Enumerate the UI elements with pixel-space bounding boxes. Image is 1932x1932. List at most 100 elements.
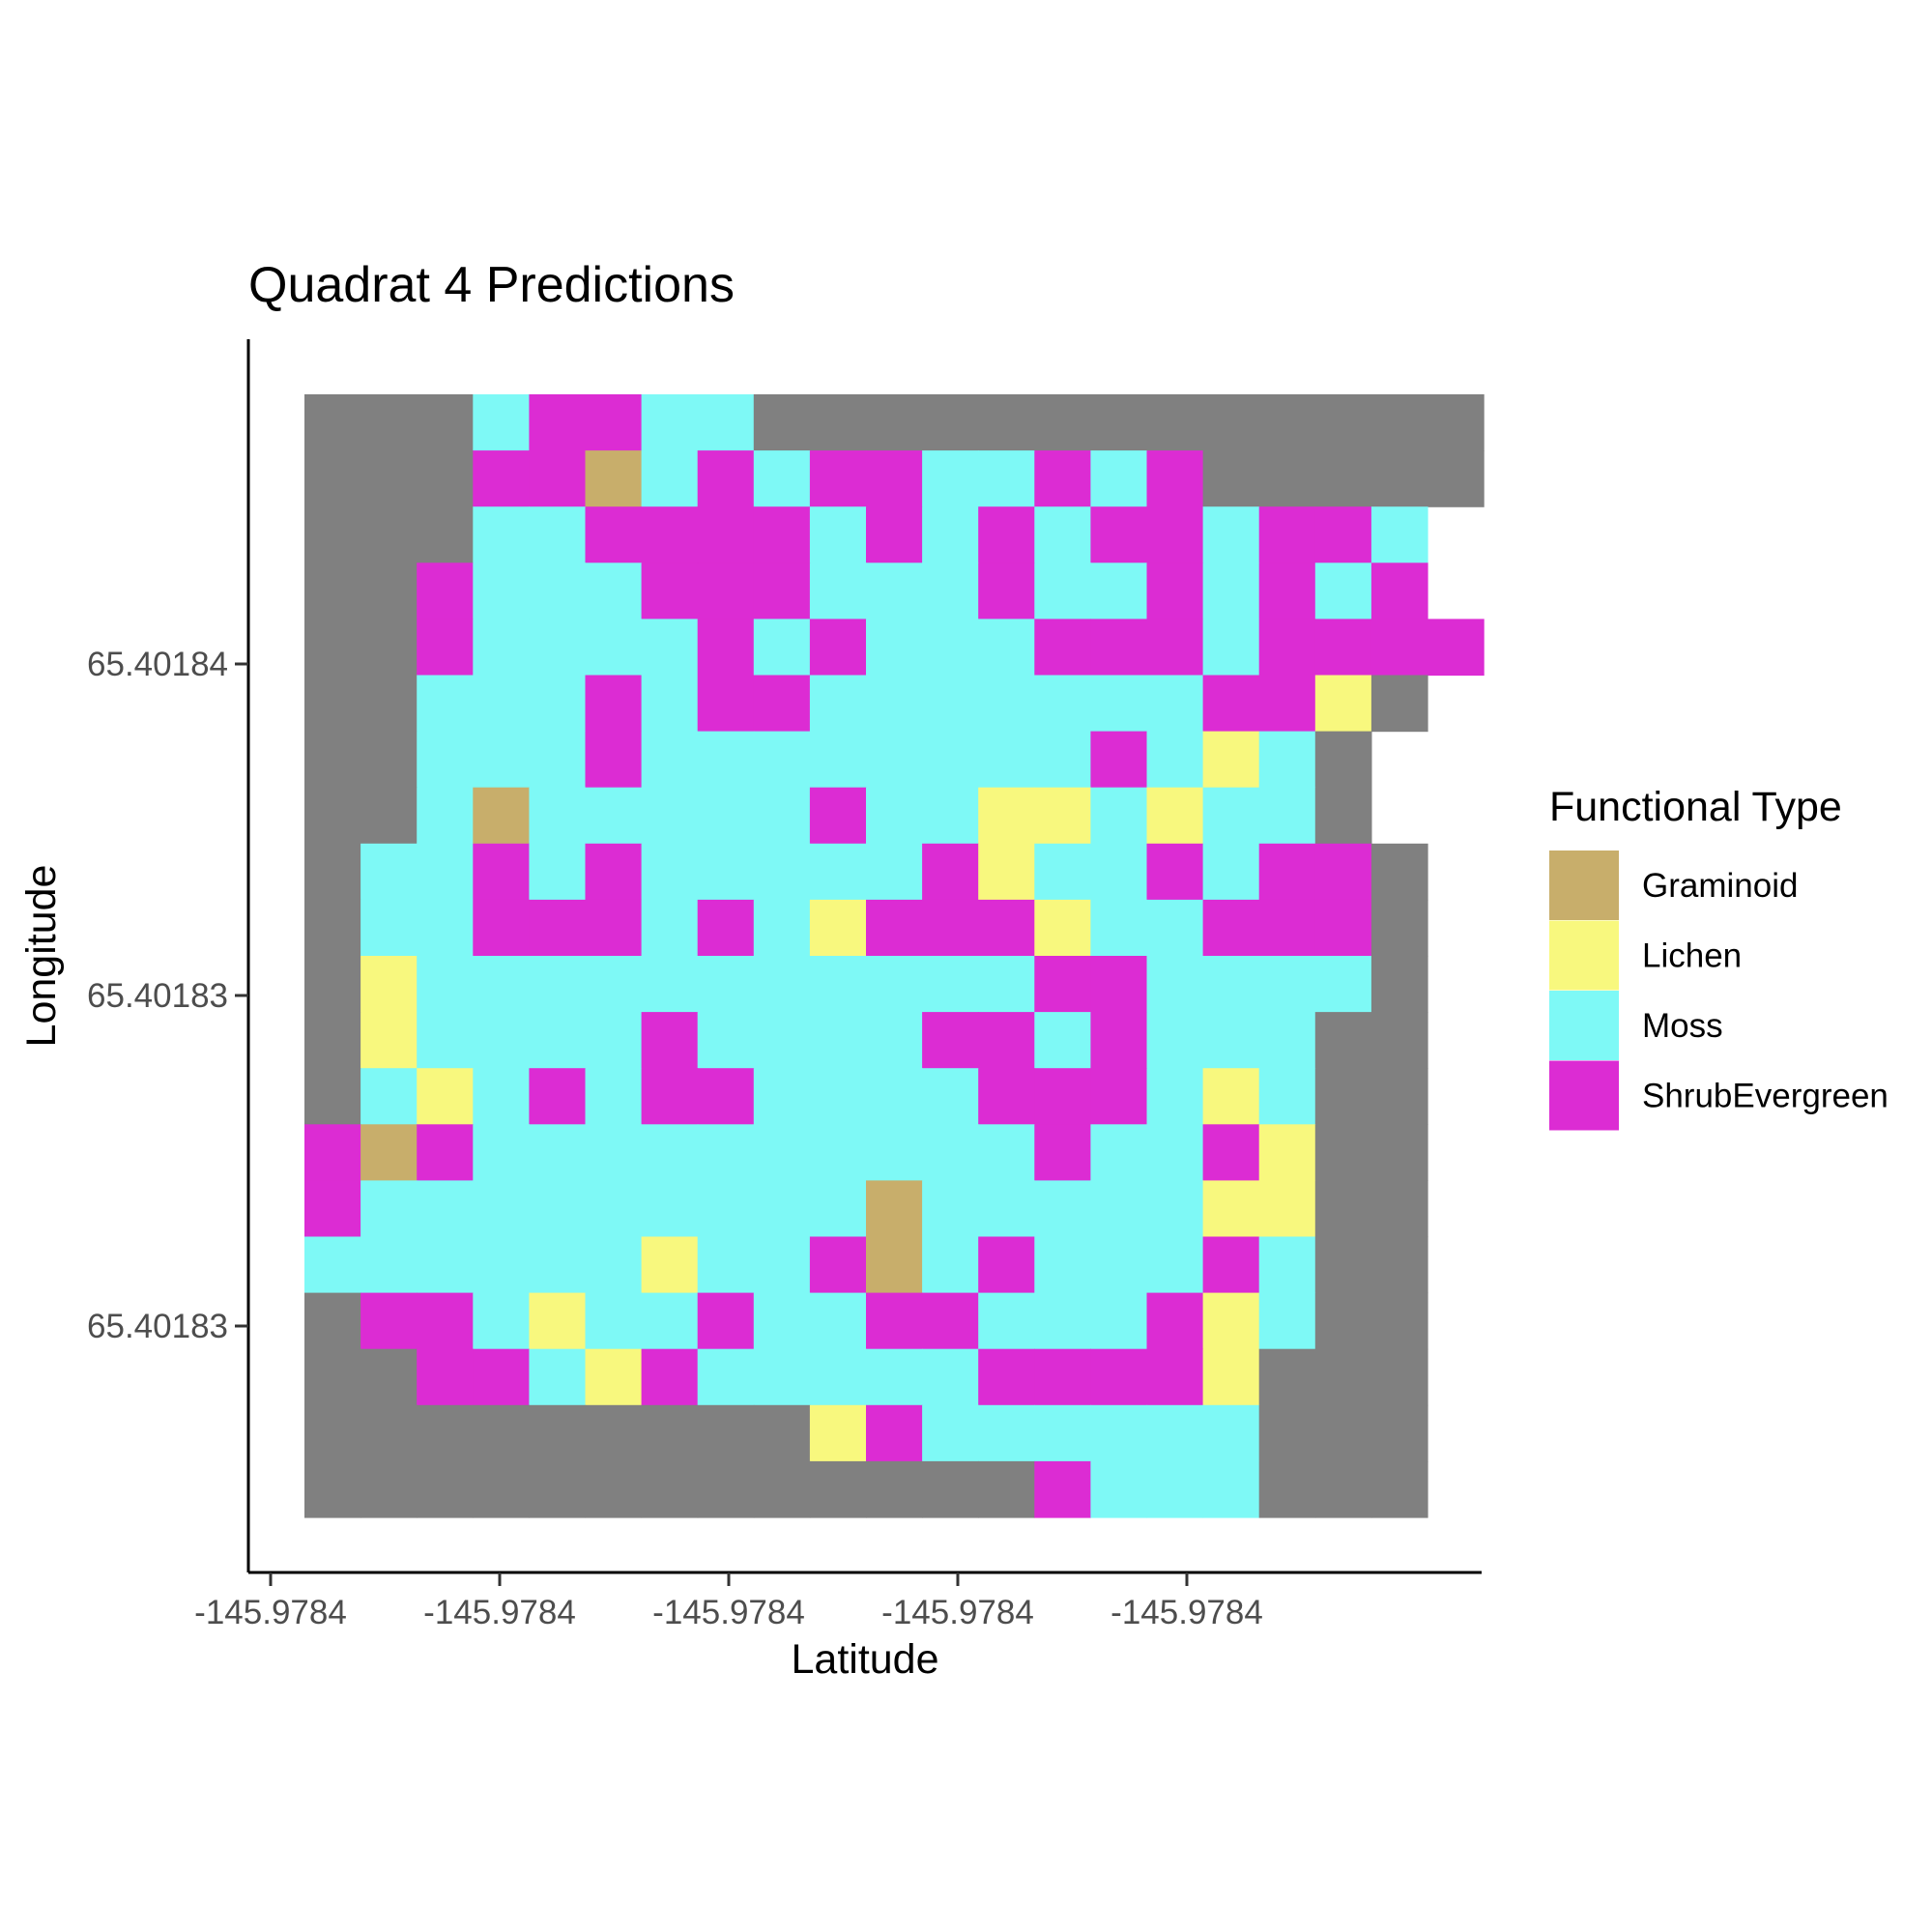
heatmap-cell — [697, 1180, 755, 1238]
heatmap-cell — [529, 450, 587, 507]
heatmap-cell — [1370, 1348, 1428, 1406]
heatmap-cell — [1370, 1012, 1428, 1069]
heatmap-cell — [1202, 1180, 1260, 1238]
heatmap-cell — [304, 562, 361, 620]
heatmap-cell — [1090, 450, 1148, 507]
heatmap-cell — [360, 450, 418, 507]
heatmap-cell — [1034, 1180, 1091, 1238]
heatmap-cell — [697, 394, 755, 451]
heatmap-cell — [866, 562, 923, 620]
heatmap-cell — [1034, 1404, 1091, 1462]
y-axis-ticks: 65.40184 65.40183 65.40183 — [87, 646, 248, 1345]
heatmap-cell — [1370, 843, 1428, 901]
heatmap-cell — [922, 956, 979, 1013]
legend: Functional Type Graminoid Lichen Moss Shrub… — [1549, 784, 1889, 1131]
heatmap-cell — [304, 1404, 361, 1462]
heatmap-cell — [809, 1460, 867, 1518]
heatmap-cell — [473, 843, 530, 901]
heatmap-cell — [417, 1292, 474, 1350]
heatmap-cell — [1090, 1404, 1148, 1462]
heatmap-cell — [1146, 619, 1204, 677]
heatmap-cell — [529, 1180, 587, 1238]
heatmap-cell — [304, 843, 361, 901]
heatmap-cell — [1202, 619, 1260, 677]
heatmap-cell — [697, 1124, 755, 1181]
heatmap-cell — [1314, 1012, 1372, 1069]
heatmap-cell — [1034, 1348, 1091, 1406]
heatmap-cell — [978, 1236, 1035, 1294]
heatmap-cell — [1314, 956, 1372, 1013]
heatmap-cell — [1258, 1404, 1316, 1462]
heatmap-cell — [1202, 675, 1260, 733]
legend-swatch — [1549, 1060, 1619, 1131]
heatmap-cell — [1314, 899, 1372, 957]
heatmap-cell — [473, 899, 530, 957]
heatmap-cell — [473, 675, 530, 733]
heatmap-cell — [1314, 506, 1372, 563]
heatmap-cell — [1370, 506, 1428, 563]
heatmap-cell — [585, 675, 643, 733]
heatmap-cell — [360, 843, 418, 901]
heatmap-cells — [304, 394, 1485, 1518]
heatmap-cell — [809, 506, 867, 563]
heatmap-cell — [978, 1460, 1035, 1518]
heatmap-cell — [1258, 787, 1316, 845]
heatmap-cell — [809, 1292, 867, 1350]
heatmap-cell — [360, 506, 418, 563]
heatmap-cell — [866, 1236, 923, 1294]
heatmap-cell — [1202, 899, 1260, 957]
heatmap-cell — [1258, 394, 1316, 451]
heatmap-cell — [417, 1012, 474, 1069]
heatmap-cell — [529, 1068, 587, 1125]
heatmap-cell — [473, 1124, 530, 1181]
heatmap-cell — [1146, 1292, 1204, 1350]
heatmap-cell — [473, 956, 530, 1013]
heatmap-cell — [1370, 394, 1428, 451]
heatmap-cell — [585, 506, 643, 563]
heatmap-cell — [1258, 1012, 1316, 1069]
heatmap-cell — [1034, 956, 1091, 1013]
x-tick-label: -145.9784 — [1110, 1594, 1263, 1631]
heatmap-cell — [1034, 731, 1091, 789]
heatmap-cell — [417, 1180, 474, 1238]
heatmap-cell — [529, 619, 587, 677]
heatmap-cell — [473, 731, 530, 789]
heatmap-cell — [585, 619, 643, 677]
heatmap-cell — [641, 787, 699, 845]
heatmap-cell — [1090, 1236, 1148, 1294]
heatmap-cell — [1370, 619, 1428, 677]
heatmap-cell — [1258, 1180, 1316, 1238]
heatmap-cell — [922, 1124, 979, 1181]
heatmap-cell — [978, 787, 1035, 845]
heatmap-cell — [1258, 843, 1316, 901]
heatmap-cell — [978, 619, 1035, 677]
heatmap-cell — [978, 450, 1035, 507]
heatmap-cell — [1370, 1460, 1428, 1518]
heatmap-cell — [753, 787, 811, 845]
heatmap-cell — [1090, 394, 1148, 451]
heatmap-cell — [1202, 731, 1260, 789]
heatmap-cell — [922, 562, 979, 620]
heatmap-cell — [1090, 1124, 1148, 1181]
heatmap-cell — [1258, 675, 1316, 733]
heatmap-cell — [417, 956, 474, 1013]
heatmap-cell — [360, 1292, 418, 1350]
heatmap-cell — [1090, 506, 1148, 563]
heatmap-cell — [809, 1236, 867, 1294]
heatmap-cell — [1258, 1460, 1316, 1518]
heatmap-cell — [585, 1348, 643, 1406]
heatmap-cell — [866, 843, 923, 901]
heatmap-cell — [978, 675, 1035, 733]
heatmap-cell — [1314, 1124, 1372, 1181]
legend-label: ShrubEvergreen — [1642, 1078, 1889, 1115]
heatmap-cell — [922, 1180, 979, 1238]
heatmap-cell — [1202, 1068, 1260, 1125]
heatmap-cell — [1314, 1348, 1372, 1406]
heatmap-cell — [809, 619, 867, 677]
heatmap-cell — [1314, 1180, 1372, 1238]
heatmap-cell — [641, 1292, 699, 1350]
heatmap-cell — [697, 731, 755, 789]
heatmap-cell — [1314, 450, 1372, 507]
heatmap-cell — [1427, 394, 1485, 451]
heatmap-cell — [417, 562, 474, 620]
